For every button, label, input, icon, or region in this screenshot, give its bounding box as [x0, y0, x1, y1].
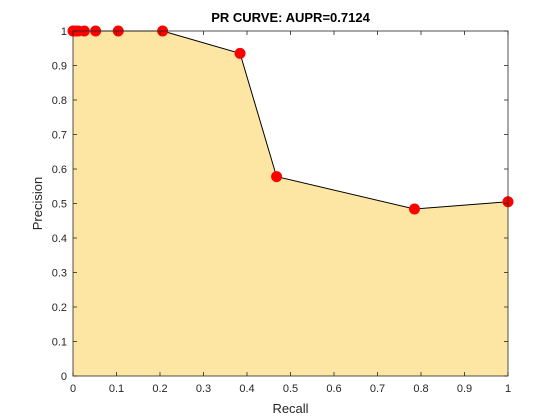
y-tick-label: 0.6 — [52, 164, 67, 176]
y-tick-label: 0.3 — [52, 268, 67, 280]
x-tick-label: 0.2 — [152, 383, 167, 395]
x-tick-label: 0.6 — [326, 383, 341, 395]
x-tick-label: 0.4 — [239, 383, 254, 395]
x-tick-label: 0.3 — [196, 383, 211, 395]
x-tick-label: 0.1 — [109, 383, 124, 395]
y-tick-label: 0.5 — [52, 199, 67, 211]
data-point-9 — [408, 203, 420, 215]
x-axis-ticks: 0 0.1 0.2 0.3 0.4 0.5 0.6 0.7 0.8 0.9 1 — [70, 31, 511, 395]
y-tick-label: 1 — [61, 26, 67, 38]
x-tick-label: 0 — [70, 383, 76, 395]
y-tick-label: 0.4 — [52, 233, 67, 245]
data-point-8 — [271, 171, 283, 183]
y-tick-label: 0.9 — [52, 61, 67, 73]
y-tick-label: 0.7 — [52, 130, 67, 142]
y-tick-label: 0.8 — [52, 95, 67, 107]
x-tick-label: 0.8 — [413, 383, 428, 395]
y-tick-label: 0.1 — [52, 337, 67, 349]
area-fill — [73, 31, 508, 376]
x-tick-label: 0.9 — [457, 383, 472, 395]
x-tick-label: 0.7 — [370, 383, 385, 395]
y-axis-ticks: 0 0.1 0.2 0.3 0.4 0.5 0.6 0.7 0.8 0.9 1 — [52, 26, 508, 383]
y-tick-label: 0.2 — [52, 302, 67, 314]
x-tick-label: 0.5 — [283, 383, 298, 395]
chart-title: PR CURVE: AUPR=0.7124 — [211, 10, 370, 25]
y-axis-label: Precision — [30, 177, 45, 230]
y-tick-label: 0 — [61, 371, 67, 383]
data-point-7 — [234, 47, 246, 59]
x-tick-label: 1 — [505, 383, 511, 395]
x-axis-label: Recall — [272, 401, 308, 416]
